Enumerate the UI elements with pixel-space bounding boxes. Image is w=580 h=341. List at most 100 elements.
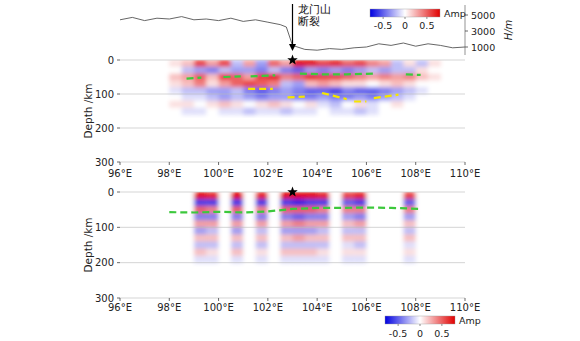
cell — [428, 227, 441, 235]
cell — [342, 256, 355, 264]
x-tick-label: 102°E — [253, 302, 283, 313]
grid-line — [120, 128, 465, 129]
y-tick-label: 300 — [95, 157, 114, 168]
cell — [416, 213, 429, 221]
x-tick — [366, 162, 367, 165]
x-tick — [120, 298, 121, 301]
cell — [206, 249, 219, 257]
cell — [403, 213, 416, 221]
cells-blurred — [169, 60, 441, 115]
cell — [169, 192, 182, 200]
cell — [342, 227, 355, 235]
cell — [416, 220, 429, 228]
cell — [305, 199, 318, 207]
x-tick — [120, 162, 121, 165]
cell — [182, 227, 195, 235]
cell — [194, 199, 207, 207]
interface-line — [248, 88, 273, 90]
cell — [329, 94, 342, 101]
cell — [403, 206, 416, 214]
x-tick-label: 106°E — [351, 302, 381, 313]
cell — [169, 80, 182, 87]
cell — [428, 220, 441, 228]
cell — [354, 192, 367, 200]
interface-line — [406, 73, 421, 76]
cell — [293, 80, 306, 87]
cell — [169, 220, 182, 228]
grid-line — [120, 227, 465, 228]
cell — [256, 234, 269, 242]
cell — [329, 256, 342, 264]
cell — [366, 192, 379, 200]
cell — [354, 80, 367, 87]
cell — [403, 234, 416, 242]
cell — [268, 256, 281, 264]
x-tick — [317, 162, 318, 165]
cell — [243, 60, 256, 67]
cell — [231, 234, 244, 242]
cell — [182, 108, 195, 115]
colorbar — [370, 9, 440, 17]
cell — [169, 256, 182, 264]
cell — [219, 234, 232, 242]
cell — [305, 227, 318, 235]
cell — [342, 87, 355, 94]
cell — [243, 199, 256, 207]
cell — [206, 67, 219, 74]
cell — [403, 108, 416, 115]
cell — [268, 101, 281, 108]
cell — [293, 241, 306, 249]
cell — [416, 227, 429, 235]
cell — [256, 192, 269, 200]
cell — [317, 199, 330, 207]
cell — [206, 80, 219, 87]
cell — [416, 108, 429, 115]
cell — [329, 108, 342, 115]
cell — [329, 249, 342, 257]
cell — [366, 199, 379, 207]
cell — [342, 192, 355, 200]
x-tick-label: 96°E — [108, 302, 132, 313]
x-tick — [465, 298, 466, 301]
cell — [280, 87, 293, 94]
cell — [293, 227, 306, 235]
cell — [256, 213, 269, 221]
colorbar-tick — [426, 17, 427, 19]
cell — [243, 234, 256, 242]
grid-line — [120, 298, 465, 299]
cell — [169, 94, 182, 101]
cell — [231, 108, 244, 115]
cell — [317, 256, 330, 264]
colorbar-tick — [420, 324, 421, 326]
cell — [329, 213, 342, 221]
cell — [182, 94, 195, 101]
cell — [354, 241, 367, 249]
cell — [317, 249, 330, 257]
cell — [329, 241, 342, 249]
cell — [231, 101, 244, 108]
cell — [354, 108, 367, 115]
cell — [268, 241, 281, 249]
cell — [182, 101, 195, 108]
cell — [219, 213, 232, 221]
cell — [293, 108, 306, 115]
cell — [403, 241, 416, 249]
cell — [280, 256, 293, 264]
x-tick — [415, 298, 416, 301]
cell — [305, 80, 318, 87]
cell — [280, 67, 293, 74]
cell — [391, 199, 404, 207]
cell — [268, 234, 281, 242]
cell — [182, 220, 195, 228]
cell — [379, 101, 392, 108]
cell — [317, 67, 330, 74]
cell — [280, 234, 293, 242]
x-tick-label: 110°E — [450, 168, 480, 179]
colorbar-label: Amp — [444, 8, 466, 19]
y-tick-label: 200 — [95, 257, 114, 268]
cell — [416, 60, 429, 67]
cell — [206, 227, 219, 235]
cell — [379, 199, 392, 207]
y-tick-label: 100 — [95, 222, 114, 233]
cell — [403, 87, 416, 94]
